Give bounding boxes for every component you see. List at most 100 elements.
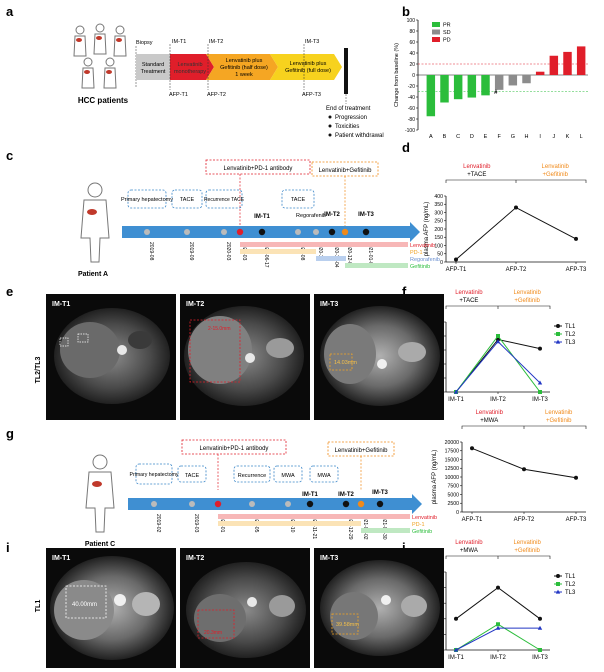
c-legend-gefitinib: Gefitinib xyxy=(410,264,430,270)
b-bar-B xyxy=(440,75,449,103)
g-date-1: 2019-03 xyxy=(193,514,199,533)
c-date-6: 2020-11 xyxy=(317,242,323,260)
f-header-left-1: Lenvatinib xyxy=(455,290,483,296)
f-legend-TL2: TL2 xyxy=(565,332,576,338)
i-side-label: TL1 xyxy=(35,600,42,613)
c-lenv-pd1: Lenvatinib+PD-1 antibody xyxy=(224,166,293,172)
c-tp-t3: IM-T3 xyxy=(358,212,374,218)
h-point-0-0 xyxy=(470,446,474,451)
standard-line2: Treatment xyxy=(141,69,166,75)
panel-c: c Patient A Lenvatinib+PD-1 antibody Len… xyxy=(6,148,440,278)
f-header-left-2: +TACE xyxy=(459,298,478,304)
b-bar-E xyxy=(481,75,490,96)
g-tp-t1: IM-T1 xyxy=(302,492,318,498)
j-series-line-2 xyxy=(455,627,540,651)
j-series-line-0 xyxy=(455,586,541,620)
panel-g-letter: g xyxy=(6,426,14,441)
j-point-0-1 xyxy=(496,585,500,590)
b-xtick-B: B xyxy=(443,134,447,140)
j-point-1-2 xyxy=(538,648,542,652)
afp-t1-label: AFP-T1 xyxy=(169,92,188,98)
panel-g: g Patient C Lenvatinib+PD-1 antibody Len… xyxy=(6,426,437,548)
stage-im-t2: IM-T2 xyxy=(209,39,223,45)
d-xtick-0: AFP-T1 xyxy=(446,267,467,273)
d-ytick-6: 300 xyxy=(434,210,443,216)
patient-a-icon xyxy=(80,182,110,263)
c-tp-t2: IM-T2 xyxy=(324,212,340,218)
b-bar-G xyxy=(508,75,518,86)
f-header-right-2: +Gefitinib xyxy=(514,298,540,304)
chart-d-afp: d Lenvatinib +TACE Lenvatinib +Gefitinib 0 50 1… xyxy=(402,140,587,273)
b-legend-swatch-PR xyxy=(432,22,440,27)
d-point-0-1 xyxy=(514,205,518,210)
d-header-right-1: Lenvatinib xyxy=(542,164,570,170)
f-series-line-1 xyxy=(455,335,541,393)
c-lenv-gef: Lenvatinib+Gefitinib xyxy=(319,168,373,174)
b-xtick-K: K xyxy=(566,134,570,140)
b-legend-SD: SD xyxy=(443,30,451,36)
panel-b-letter: b xyxy=(402,4,410,19)
d-ytick-4: 200 xyxy=(434,227,443,233)
mono-line1: Lenvatinib xyxy=(177,62,202,68)
j-xtick-1: IM-T2 xyxy=(490,655,506,661)
i-title-t2: IM-T2 xyxy=(186,555,204,562)
biopsy-label: Biopsy xyxy=(136,40,153,46)
h-ytick-6: 15000 xyxy=(445,457,460,463)
j-xtick-2: IM-T3 xyxy=(532,655,548,661)
b-xtick-E: E xyxy=(484,134,488,140)
f-xtick-1: IM-T2 xyxy=(490,397,506,403)
e-title-t1: IM-T1 xyxy=(52,301,70,308)
d-header-left-2: +TACE xyxy=(467,172,486,178)
panel-c-letter: c xyxy=(6,148,13,163)
d-point-0-0 xyxy=(454,257,458,262)
d-header-right-2: +Gefitinib xyxy=(542,172,568,178)
f-xtick-0: IM-T1 xyxy=(448,397,464,403)
b-bar-I xyxy=(535,71,545,75)
d-xtick-2: AFP-T3 xyxy=(566,267,587,273)
d-header-left-1: Lenvatinib xyxy=(463,164,491,170)
d-ytick-3: 150 xyxy=(434,235,443,241)
g-event-recurrence: Recurrence xyxy=(238,473,266,479)
j-legend-TL1: TL1 xyxy=(565,574,576,580)
h-ylabel: plasma AFP (ng/mL) xyxy=(432,450,438,505)
h-ytick-0: 0 xyxy=(456,510,459,516)
d-ylabel: plasma AFP (ng/mL) xyxy=(424,202,430,257)
f-point-2-1 xyxy=(495,339,501,344)
d-point-0-2 xyxy=(574,236,578,241)
panel-j-letter: j xyxy=(401,540,406,555)
panel-f-letter: f xyxy=(402,284,407,299)
h-point-0-1 xyxy=(522,467,526,472)
g-tp-t3: IM-T3 xyxy=(372,490,388,496)
afp-t3-label: AFP-T3 xyxy=(302,92,321,98)
g-event-mwa1: MWA xyxy=(281,473,295,479)
j-header-bracket xyxy=(445,555,551,559)
h-ytick-4: 10000 xyxy=(445,475,460,481)
g-legend-pd1: PD-1 xyxy=(412,522,425,528)
b-xtick-I: I xyxy=(539,134,541,140)
d-ytick-2: 100 xyxy=(434,243,443,249)
b-bar-A xyxy=(426,75,436,117)
standard-line1: Standard xyxy=(142,62,164,68)
b-bar-J xyxy=(549,55,559,75)
b-annotation: # xyxy=(494,90,498,96)
i-measure-1: 40.00mm xyxy=(72,602,97,608)
b-ytick-4: -20 xyxy=(408,84,415,90)
g-date-7: 2021-01-02 xyxy=(362,514,368,540)
g-legend-gefitinib: Gefitinib xyxy=(412,529,432,535)
i-title-t1: IM-T1 xyxy=(52,555,70,562)
afp-t2-label: AFP-T2 xyxy=(207,92,226,98)
h-header-right-1: Lenvatinib xyxy=(545,410,573,416)
j-point-1-1 xyxy=(496,622,500,627)
b-xtick-A: A xyxy=(429,134,433,140)
c-date-4: 2020-06-17 xyxy=(263,242,269,268)
f-series-line-2 xyxy=(455,340,541,393)
j-header-left-2: +MWA xyxy=(460,548,478,554)
g-event-tace: TACE xyxy=(185,473,200,479)
d-ytick-5: 250 xyxy=(434,219,443,225)
b-ytick-8: 60 xyxy=(409,40,415,46)
c-legend-pd1: PD-1 xyxy=(410,250,423,256)
e-measure-2: 14.03mm xyxy=(334,360,357,366)
mono-line2: monotherapy xyxy=(174,69,206,75)
f-series-line-0 xyxy=(455,338,541,393)
d-ytick-0: 0 xyxy=(440,260,443,266)
